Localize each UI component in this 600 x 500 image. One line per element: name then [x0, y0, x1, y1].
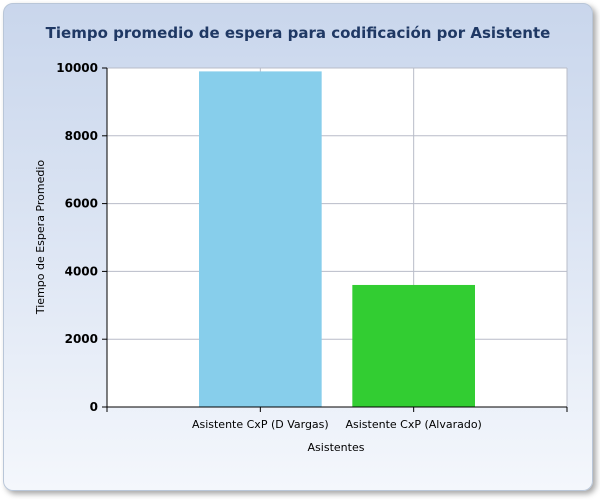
x-category-label: Asistente CxP (Alvarado)	[345, 418, 481, 431]
y-tick-label: 2000	[65, 332, 98, 346]
chart-title: Tiempo promedio de espera para codificac…	[46, 24, 551, 42]
y-axis-label: Tiempo de Espera Promedio	[34, 160, 47, 316]
y-tick-label: 0	[90, 400, 98, 414]
bars	[199, 71, 475, 407]
x-category-labels: Asistente CxP (D Vargas) Asistente CxP (A…	[192, 418, 482, 431]
y-tick-labels: 0 2000 4000 6000 8000 10000	[56, 61, 98, 414]
x-category-label: Asistente CxP (D Vargas)	[192, 418, 329, 431]
bar	[352, 284, 475, 407]
y-tick-label: 4000	[65, 264, 98, 278]
axes	[102, 67, 568, 412]
x-axis-label: Asistentes	[308, 441, 365, 454]
y-tick-label: 6000	[65, 197, 98, 211]
y-tick-label: 8000	[65, 129, 98, 143]
plot-area	[107, 68, 567, 407]
y-tick-label: 10000	[56, 61, 98, 75]
bar	[199, 71, 322, 407]
